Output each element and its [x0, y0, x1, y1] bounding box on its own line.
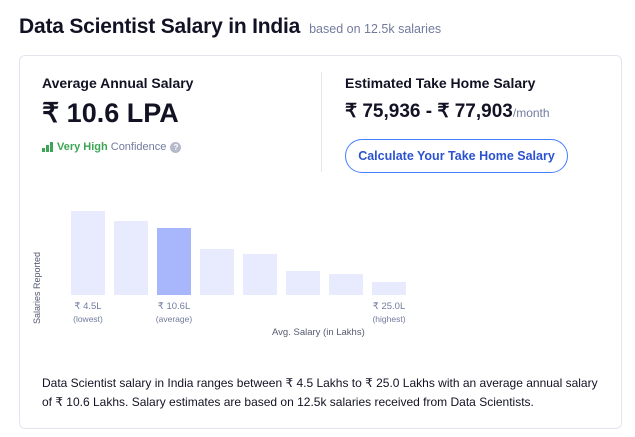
page-header: Data Scientist Salary in India based on …: [19, 15, 441, 39]
page-subtitle: based on 12.5k salaries: [309, 22, 442, 36]
tick-value: ₹ 4.5L: [74, 301, 102, 312]
chart-bar: [157, 228, 191, 295]
chart-bar: [372, 282, 406, 295]
chart-bar: [243, 254, 277, 295]
tick-value: ₹ 25.0L: [372, 301, 406, 312]
chart-bar: [286, 271, 320, 295]
chart-bar: [329, 274, 363, 295]
chart-x-axis-label: Avg. Salary (in Lakhs): [272, 327, 365, 338]
take-home-title: Estimated Take Home Salary: [345, 75, 536, 91]
page-title: Data Scientist Salary in India: [19, 15, 301, 38]
section-divider: [321, 72, 322, 172]
take-home-range: ₹ 75,936 - ₹ 77,903: [345, 101, 513, 122]
tick-value: ₹ 10.6L: [157, 301, 191, 312]
tick-caption: (lowest): [73, 314, 103, 324]
chart-bar: [71, 211, 105, 295]
signal-bars-icon: [42, 142, 53, 152]
chart-bar: [114, 221, 148, 295]
confidence-indicator: Very High Confidence ?: [42, 141, 182, 153]
chart-tick-label: ₹ 10.6L (average): [152, 300, 196, 326]
salary-description: Data Scientist salary in India ranges be…: [42, 376, 598, 409]
salary-card: Average Annual Salary ₹ 10.6 LPA Very Hi…: [19, 55, 622, 429]
tick-caption: (highest): [372, 314, 406, 324]
help-icon[interactable]: ?: [170, 141, 182, 153]
calculate-take-home-button[interactable]: Calculate Your Take Home Salary: [345, 139, 568, 173]
confidence-label: Confidence: [110, 141, 167, 153]
take-home-period: /month: [512, 106, 550, 120]
average-salary-value: ₹ 10.6 LPA: [42, 98, 179, 128]
tick-caption: (average): [155, 314, 193, 324]
chart-bar: [200, 249, 234, 295]
chart-tick-label: ₹ 4.5L (lowest): [66, 300, 110, 326]
chart-y-axis-label: Salaries Reported: [32, 251, 42, 325]
take-home-value: ₹ 75,936 - ₹ 77,903/month: [345, 100, 550, 123]
confidence-level: Very High: [57, 141, 108, 153]
salary-distribution-chart: Salaries Reported Avg. Salary (in Lakhs)…: [20, 196, 623, 346]
chart-tick-label: ₹ 25.0L (highest): [367, 300, 411, 326]
average-salary-title: Average Annual Salary: [42, 75, 194, 91]
